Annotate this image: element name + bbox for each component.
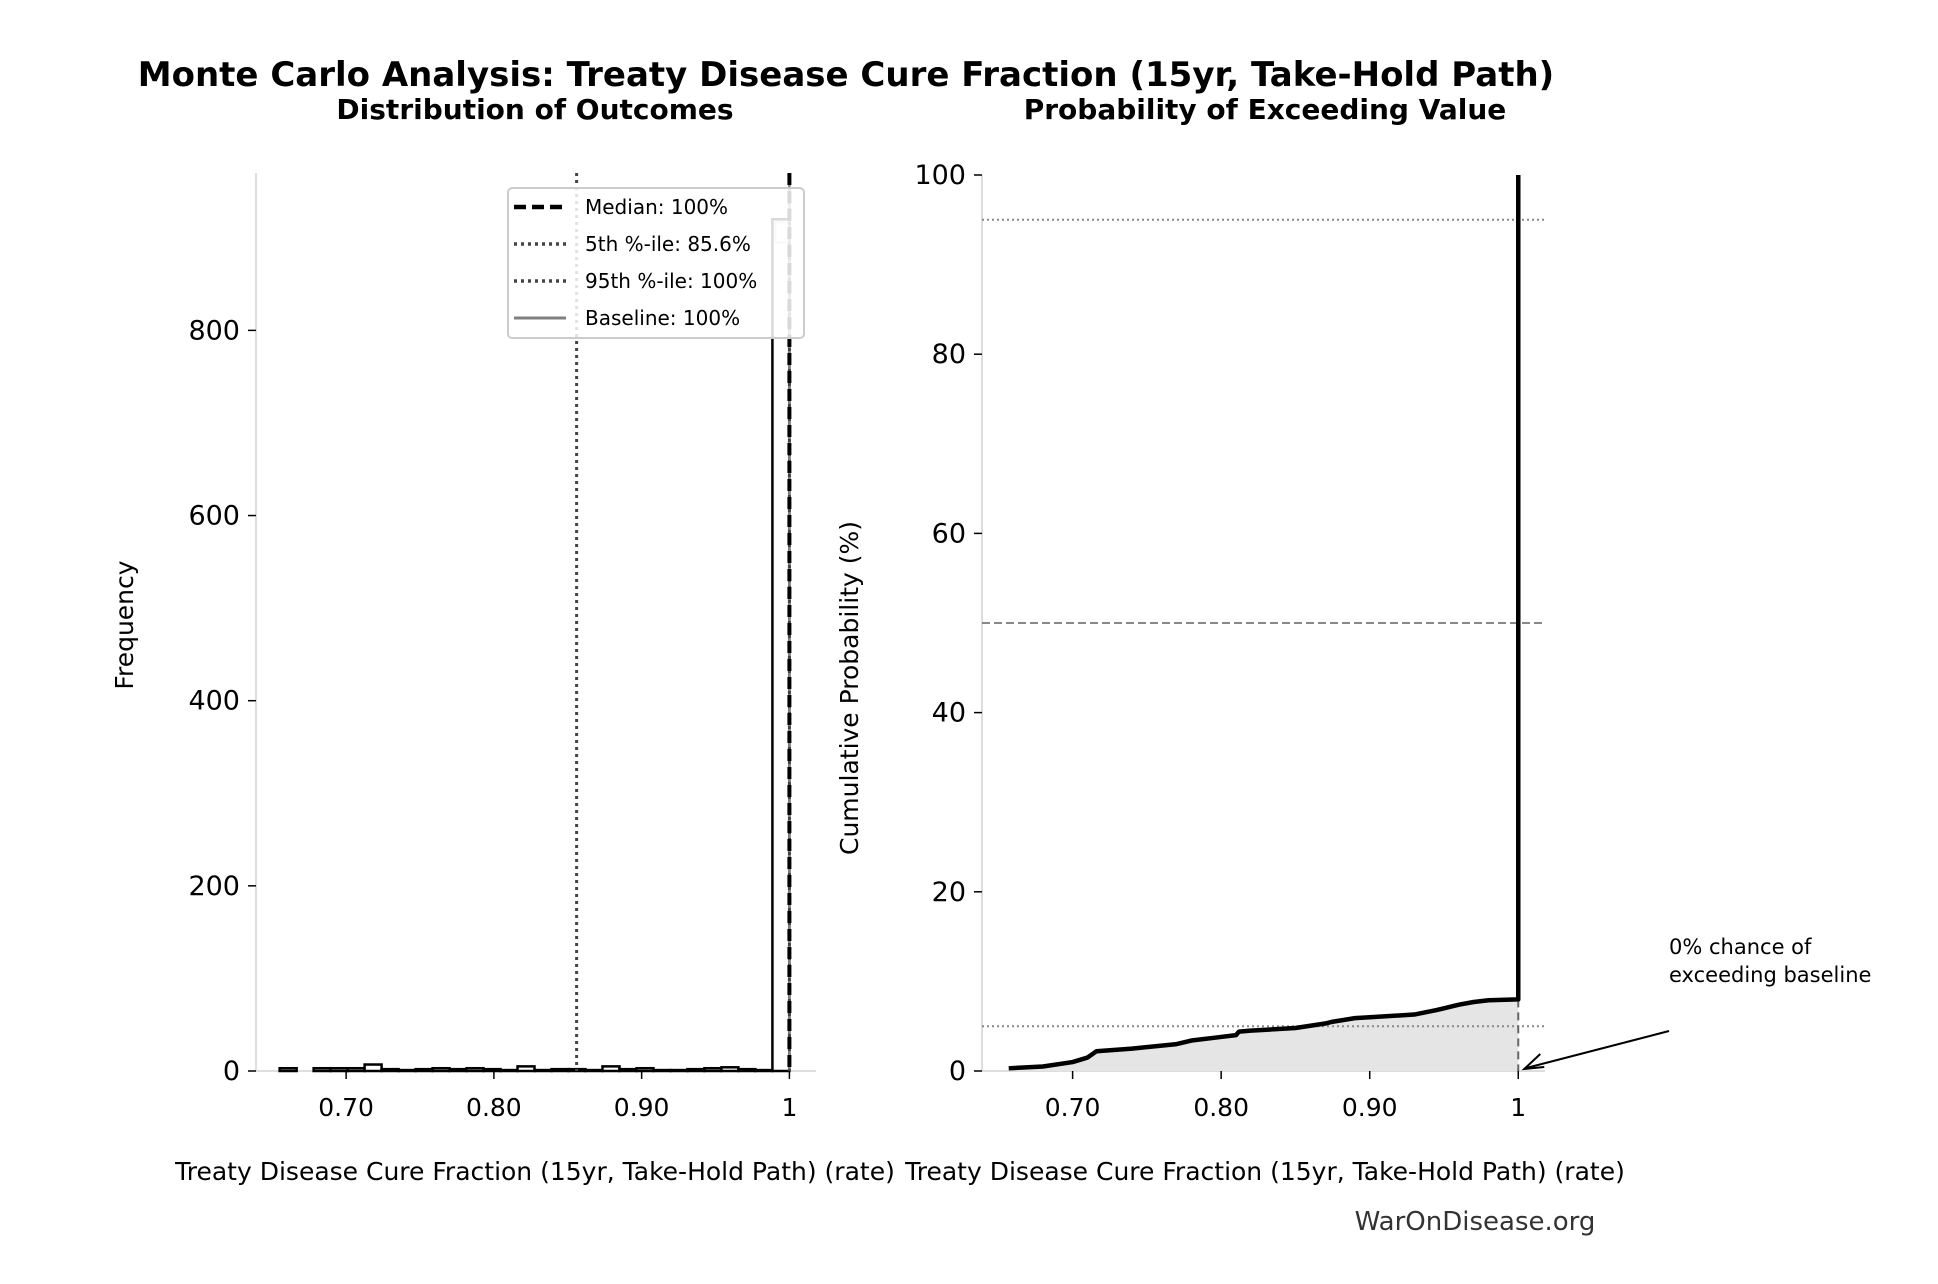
x-tick-label: 0.70 xyxy=(1045,1093,1101,1122)
y-tick-label: 60 xyxy=(932,518,966,549)
histogram-bar xyxy=(550,1067,570,1073)
x-tick-label: 0.80 xyxy=(466,1093,522,1122)
histogram-bar xyxy=(431,1066,451,1073)
legend-label: 5th %-ile: 85.6% xyxy=(585,232,751,256)
left-ylabel: Frequency xyxy=(110,560,139,689)
histogram-bar xyxy=(618,1067,638,1073)
y-tick-label: 80 xyxy=(932,339,966,370)
histogram-bar xyxy=(720,1066,740,1073)
histogram-bar xyxy=(771,218,791,1073)
y-tick-label: 600 xyxy=(188,501,240,532)
histogram-bar xyxy=(703,1066,723,1073)
y-tick-label: 0 xyxy=(223,1056,240,1087)
y-tick-label: 0 xyxy=(949,1056,966,1087)
histogram-bar xyxy=(465,1066,485,1073)
histogram-bar xyxy=(346,1066,366,1073)
histogram-bar xyxy=(584,1068,604,1073)
right-subtitle: Probability of Exceeding Value xyxy=(1024,93,1507,126)
y-tick-label: 400 xyxy=(188,686,240,717)
histogram-bar xyxy=(652,1068,672,1073)
annotation-arrow xyxy=(1526,1030,1670,1069)
histogram-bar xyxy=(686,1067,706,1073)
y-tick-label: 100 xyxy=(914,160,966,191)
legend: Median: 100% 5th %-ile: 85.6% 95th %-ile: … xyxy=(507,187,805,339)
arrow-head-icon xyxy=(1521,1053,1545,1071)
x-tick-label: 1 xyxy=(1510,1093,1526,1122)
histogram-bar xyxy=(669,1068,689,1073)
y-tick-label: 200 xyxy=(188,871,240,902)
right-xlabel: Treaty Disease Cure Fraction (15yr, Take… xyxy=(904,1157,1625,1186)
y-tick-label: 800 xyxy=(188,315,240,346)
annotation-text: exceeding baseline xyxy=(1669,963,1871,987)
x-tick-label: 0.70 xyxy=(318,1093,374,1122)
histogram-bar xyxy=(482,1067,502,1073)
histogram-bar xyxy=(312,1066,332,1073)
histogram-bar xyxy=(635,1066,655,1073)
y-tick-label: 40 xyxy=(932,698,966,729)
left-subtitle: Distribution of Outcomes xyxy=(336,93,733,126)
histogram-bar xyxy=(380,1067,400,1073)
right-ylabel: Cumulative Probability (%) xyxy=(835,521,864,855)
x-tick-label: 0.90 xyxy=(614,1093,670,1122)
histogram-bar xyxy=(329,1066,349,1073)
histogram-bar xyxy=(601,1065,621,1073)
legend-label: Median: 100% xyxy=(585,195,728,219)
left-xlabel: Treaty Disease Cure Fraction (15yr, Take… xyxy=(174,1157,895,1186)
histogram-bar xyxy=(533,1068,553,1073)
legend-label: Baseline: 100% xyxy=(585,306,740,330)
histogram-bar xyxy=(737,1067,757,1073)
histogram-bar xyxy=(516,1065,536,1073)
legend-label: 95th %-ile: 100% xyxy=(585,269,757,293)
histogram-bar xyxy=(363,1063,383,1073)
histogram-bar xyxy=(397,1068,417,1073)
histogram-bar xyxy=(499,1068,519,1073)
histogram-bar xyxy=(754,1068,774,1073)
x-tick-label: 0.80 xyxy=(1193,1093,1249,1122)
figure-title: Monte Carlo Analysis: Treaty Disease Cur… xyxy=(138,55,1554,95)
histogram-bar xyxy=(448,1067,468,1073)
cdf-line xyxy=(1008,175,1521,1071)
legend-box xyxy=(507,187,805,339)
annotation-text: 0% chance of xyxy=(1669,935,1812,959)
footer-text: WarOnDisease.org xyxy=(1355,1207,1596,1237)
histogram-bar xyxy=(414,1067,434,1073)
histogram-bar xyxy=(278,1066,298,1073)
y-tick-label: 20 xyxy=(932,877,966,908)
x-tick-label: 1 xyxy=(781,1093,797,1122)
x-tick-label: 0.90 xyxy=(1342,1093,1398,1122)
